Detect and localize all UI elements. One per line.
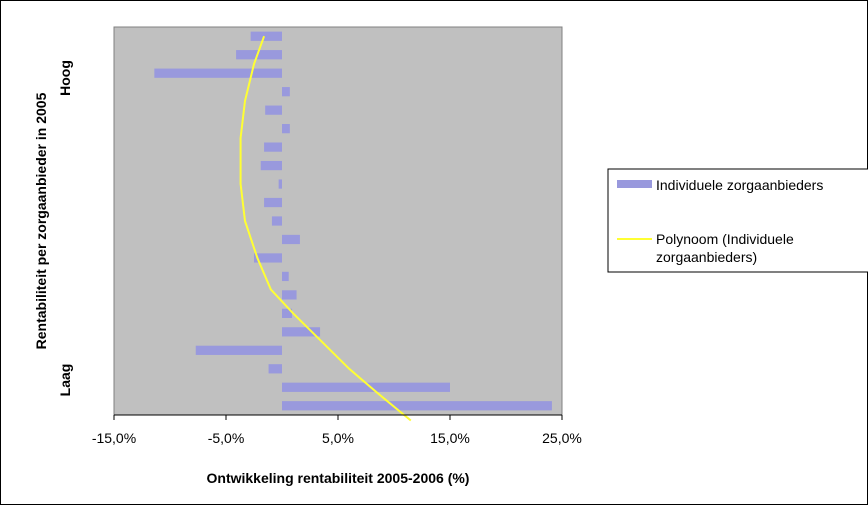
- bar-15: [282, 290, 297, 300]
- bar-5: [265, 105, 282, 115]
- bar-18: [195, 345, 282, 355]
- x-tick-label: -5,0%: [208, 430, 245, 446]
- bar-10: [264, 197, 282, 208]
- bar-13: [254, 253, 282, 263]
- x-tick-label: 25,0%: [542, 430, 582, 446]
- y-axis-title: Rentabiliteit per zorgaanbieder in 2005: [33, 92, 49, 349]
- x-tick-label: 15,0%: [430, 430, 470, 446]
- y-axis-label-low: Laag: [57, 364, 73, 397]
- bar-6: [282, 124, 290, 134]
- legend-label-trendline-line2: zorgaanbieders): [656, 249, 757, 265]
- bar-group: [154, 31, 552, 411]
- bar-7: [264, 142, 282, 152]
- bar-1: [250, 31, 282, 41]
- plot-area: [113, 26, 563, 416]
- bar-19: [268, 364, 282, 374]
- x-axis-title: Ontwikkeling rentabiliteit 2005-2006 (%): [207, 470, 470, 486]
- x-tick-label: -15,0%: [92, 430, 136, 446]
- bar-17: [282, 327, 321, 337]
- x-tick-label: 5,0%: [322, 430, 354, 446]
- bar-11: [271, 216, 282, 226]
- legend-label-trendline-line1: Polynoom (Individuele: [656, 231, 794, 247]
- trendline-polynomial: [239, 35, 412, 422]
- y-axis-label-high: Hoog: [57, 60, 73, 96]
- bar-20: [282, 382, 450, 392]
- legend-swatch-bars: [617, 180, 652, 188]
- legend: Individuele zorgaanbieders Polynoom (Ind…: [607, 168, 868, 273]
- bar-16: [282, 308, 293, 318]
- x-axis-ticks: -15,0% -5,0% 5,0% 15,0% 25,0%: [92, 415, 582, 446]
- bar-8: [260, 160, 282, 171]
- bar-12: [282, 234, 300, 245]
- legend-label-bars: Individuele zorgaanbieders: [656, 177, 823, 193]
- bar-14: [282, 271, 289, 282]
- bar-2: [236, 50, 282, 60]
- bar-3: [154, 68, 282, 78]
- bar-9: [278, 179, 282, 189]
- bar-4: [282, 87, 290, 97]
- bar-21: [282, 401, 552, 411]
